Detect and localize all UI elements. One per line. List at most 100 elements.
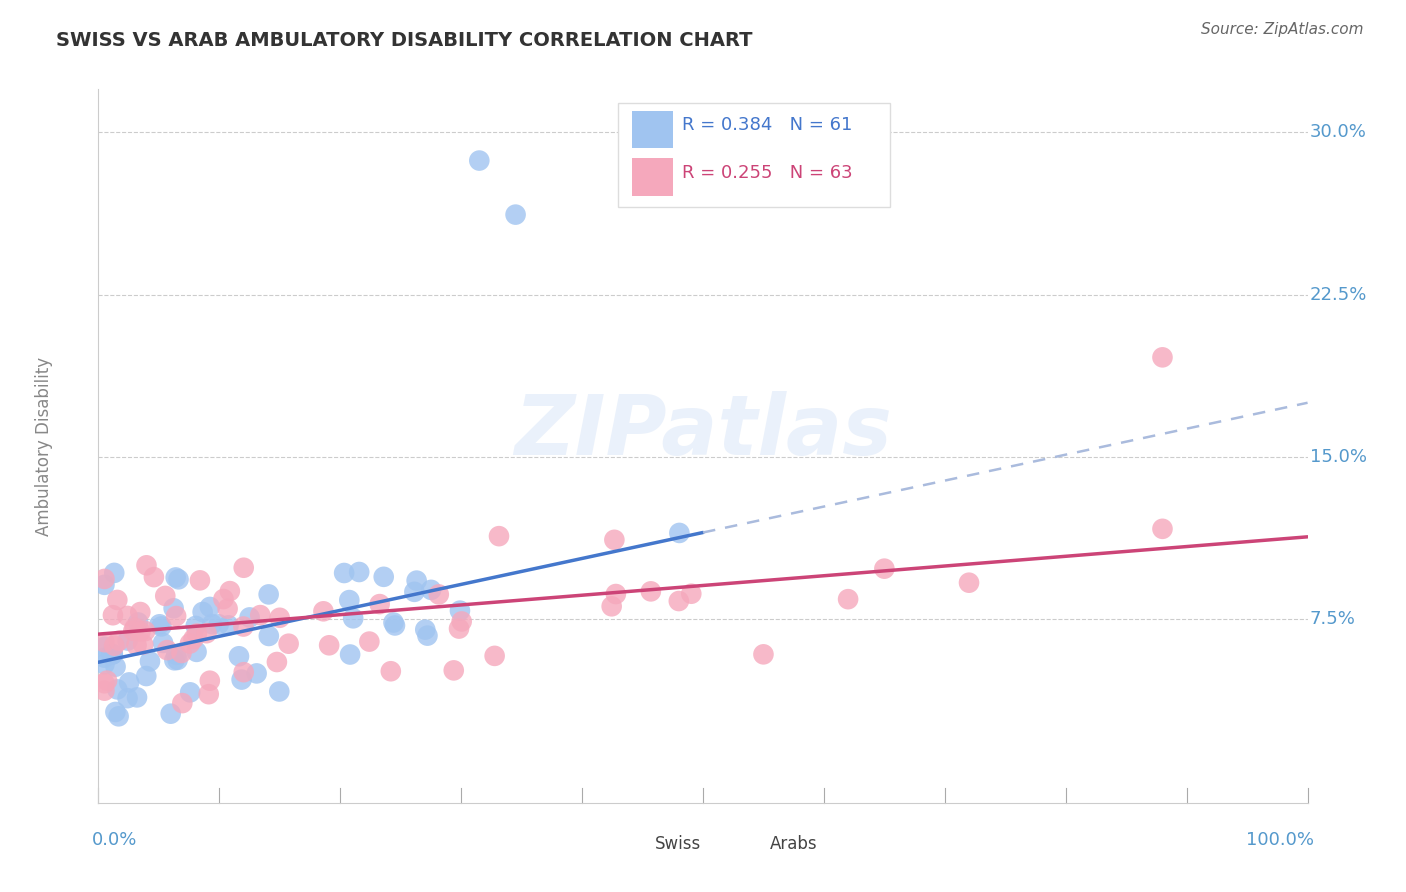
Point [668, 594, 690, 608]
Point [118, 675, 141, 690]
Point [166, 653, 188, 667]
Point [101, 648, 124, 662]
Point [127, 615, 149, 630]
Point [449, 604, 471, 618]
Text: Swiss: Swiss [655, 835, 700, 853]
Point [125, 638, 148, 652]
Point [505, 208, 527, 222]
Point [752, 648, 775, 662]
Point [957, 575, 980, 590]
Point [488, 529, 510, 543]
Point [384, 618, 406, 632]
Point [404, 584, 426, 599]
Point [105, 593, 128, 607]
Point [155, 589, 177, 603]
Point [186, 645, 208, 659]
Point [232, 560, 254, 574]
Point [232, 665, 254, 680]
Text: SWISS VS ARAB AMBULATORY DISABILITY CORRELATION CHART: SWISS VS ARAB AMBULATORY DISABILITY CORR… [56, 31, 752, 50]
Point [124, 621, 146, 635]
Point [125, 690, 148, 705]
Point [183, 632, 205, 646]
Point [605, 587, 627, 601]
Point [257, 587, 280, 601]
Point [413, 623, 436, 637]
Point [117, 691, 139, 706]
Point [162, 601, 184, 615]
Point [101, 608, 124, 623]
Point [359, 634, 381, 648]
Point [337, 593, 360, 607]
Point [135, 669, 157, 683]
Point [184, 619, 207, 633]
Point [139, 654, 162, 668]
Point [93, 635, 115, 649]
Point [103, 566, 125, 580]
Point [373, 570, 395, 584]
Point [201, 617, 224, 632]
Point [165, 609, 187, 624]
Point [117, 633, 139, 648]
Point [156, 643, 179, 657]
Point [368, 597, 391, 611]
Point [165, 570, 187, 584]
Point [232, 619, 254, 633]
Point [266, 655, 288, 669]
FancyBboxPatch shape [731, 832, 762, 856]
Point [93, 683, 115, 698]
Point [333, 566, 356, 580]
Point [468, 153, 491, 168]
Point [600, 599, 623, 614]
Text: Arabs: Arabs [769, 835, 817, 853]
Point [603, 533, 626, 547]
Point [93, 578, 115, 592]
Point [142, 570, 165, 584]
Point [347, 565, 370, 579]
Point [640, 584, 662, 599]
Point [104, 705, 127, 719]
Point [277, 637, 299, 651]
Point [269, 611, 291, 625]
Point [195, 626, 218, 640]
Point [420, 582, 443, 597]
Point [380, 665, 402, 679]
Point [108, 633, 131, 648]
Point [105, 682, 128, 697]
Text: Ambulatory Disability: Ambulatory Disability [35, 357, 53, 535]
Point [107, 709, 129, 723]
Point [257, 629, 280, 643]
Point [186, 626, 208, 640]
Point [152, 636, 174, 650]
Text: 0.0%: 0.0% [93, 831, 138, 849]
Point [447, 622, 470, 636]
Point [122, 624, 145, 638]
Point [218, 584, 240, 599]
Point [93, 676, 115, 690]
Point [246, 666, 269, 681]
Point [681, 587, 703, 601]
Point [837, 592, 859, 607]
Point [167, 572, 190, 586]
Point [148, 617, 170, 632]
Point [231, 673, 253, 687]
Point [150, 619, 173, 633]
Point [208, 617, 231, 632]
Point [179, 636, 201, 650]
Point [239, 610, 262, 624]
Point [339, 648, 361, 662]
Point [93, 657, 115, 672]
Point [159, 706, 181, 721]
Point [170, 646, 193, 660]
Point [416, 629, 439, 643]
Point [103, 639, 125, 653]
Point [427, 587, 450, 601]
Point [269, 684, 291, 698]
Point [101, 648, 124, 662]
Point [93, 650, 115, 665]
Text: 15.0%: 15.0% [1310, 448, 1367, 466]
Point [179, 685, 201, 699]
Point [129, 624, 152, 639]
Point [228, 649, 250, 664]
FancyBboxPatch shape [631, 111, 672, 148]
Point [135, 558, 157, 573]
